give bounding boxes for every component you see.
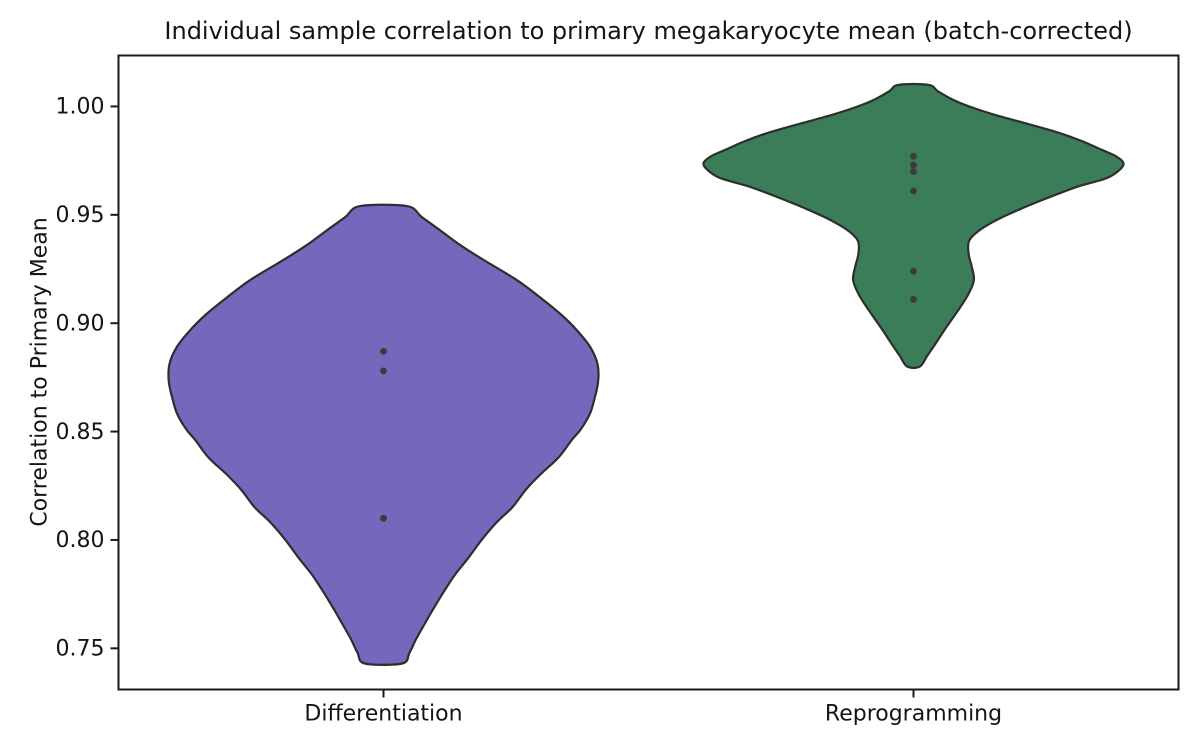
strip-point [910,168,917,175]
strip-point [910,161,917,169]
y-tick-label: 0.90 [56,311,105,336]
y-tick-label: 1.00 [56,95,105,120]
strip-point [910,295,917,303]
chart-title: Individual sample correlation to primary… [164,17,1133,45]
strip-point [380,348,387,355]
strip-point [380,367,387,375]
strip-point [910,152,917,160]
strip-point [910,187,917,195]
violin-differentiation [167,203,600,666]
strip-point [380,514,387,522]
x-tick-label-reprogramming: Reprogramming [825,702,1002,727]
y-tick-label: 0.80 [56,528,105,553]
x-tick-label-differentiation: Differentiation [304,702,462,727]
y-tick-label: 0.95 [56,203,105,228]
violin-reprogramming [702,82,1125,369]
y-tick-label: 0.85 [56,420,105,445]
axes-frame [117,54,1180,691]
y-tick-label: 0.75 [56,637,105,662]
strip-point [910,267,917,275]
